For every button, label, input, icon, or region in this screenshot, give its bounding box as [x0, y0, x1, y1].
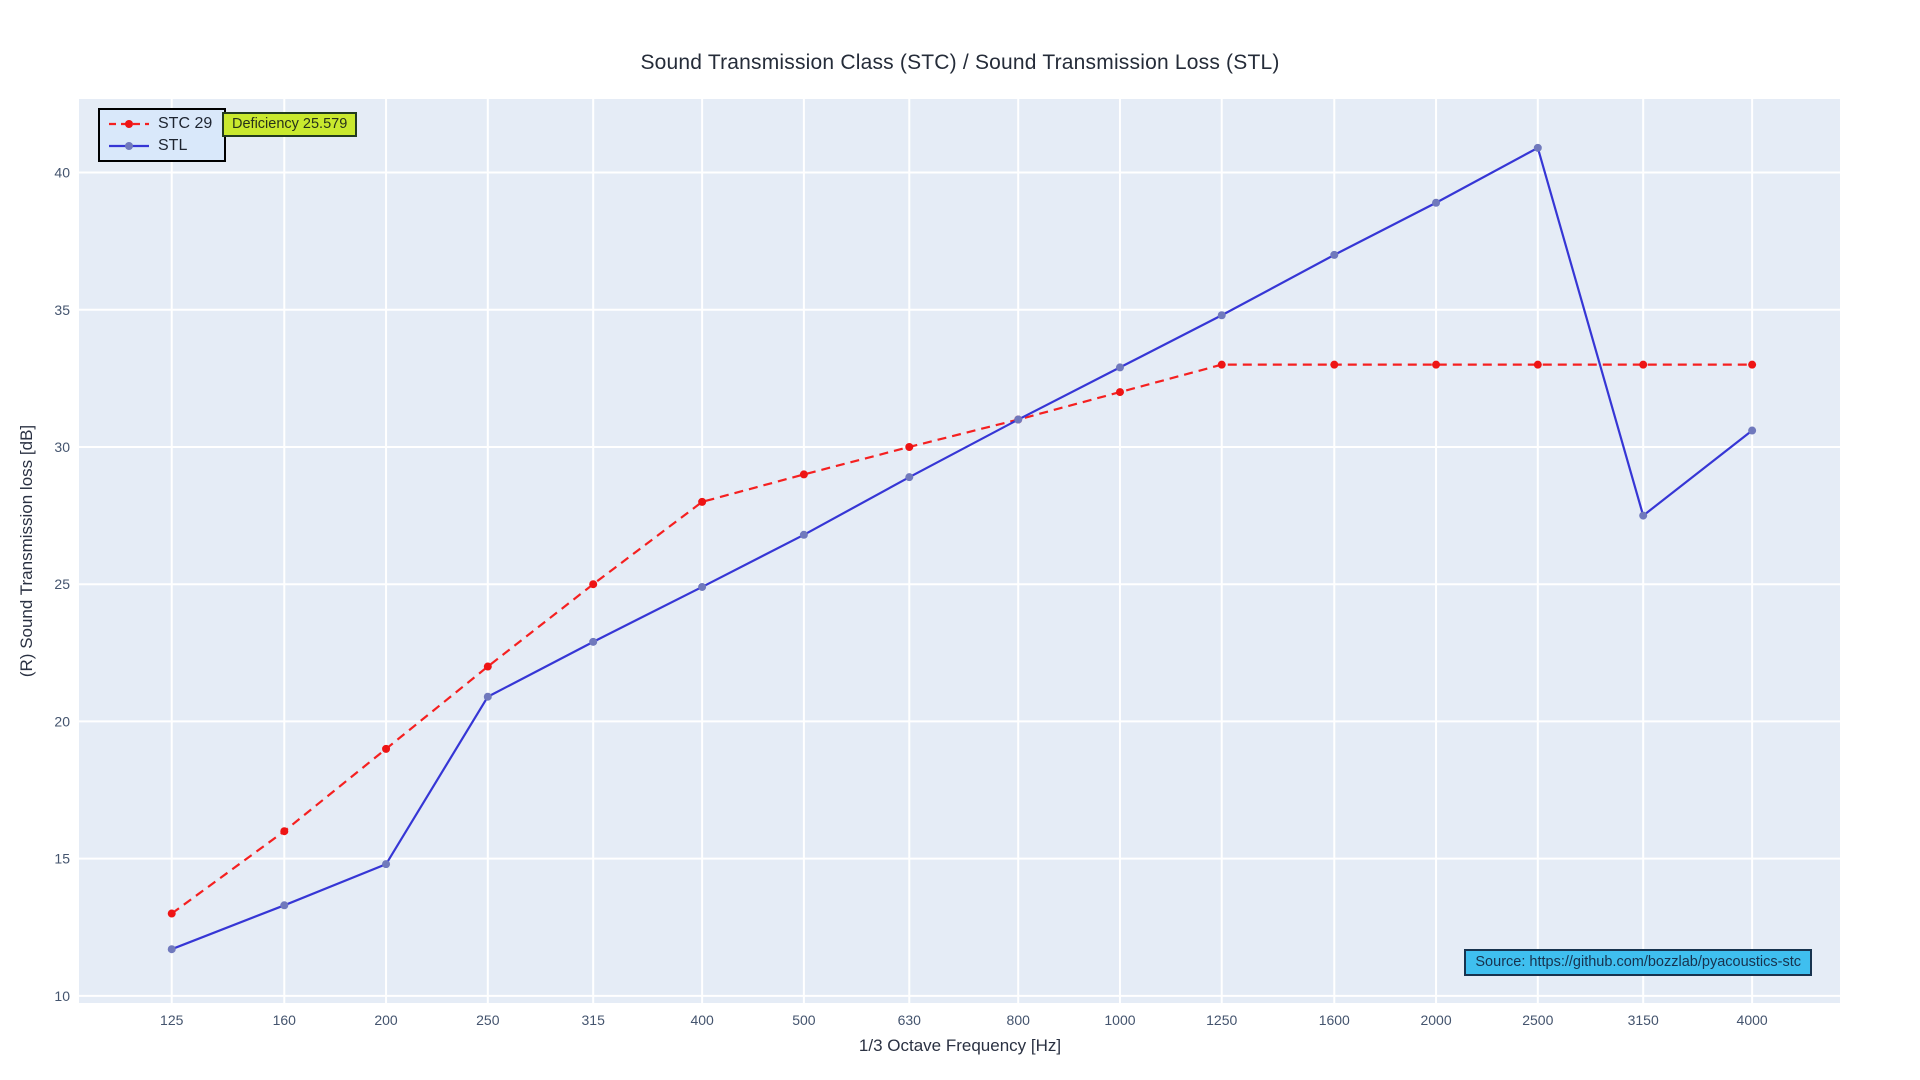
y-tick-label: 15	[54, 851, 70, 867]
chart-title: Sound Transmission Class (STC) / Sound T…	[640, 51, 1280, 74]
x-tick-label: 250	[476, 1012, 500, 1028]
x-tick-label: 125	[160, 1012, 184, 1028]
marker-stc-29	[280, 827, 289, 836]
marker-stl	[280, 901, 289, 910]
y-tick-label: 35	[54, 302, 70, 318]
source-annotation: Source: https://github.com/bozzlab/pyaco…	[1464, 949, 1812, 976]
y-tick-label: 25	[54, 576, 70, 592]
marker-stl	[1217, 311, 1226, 320]
marker-stl	[698, 582, 707, 591]
deficiency-annotation: Deficiency 25.579	[222, 112, 358, 137]
y-tick-label: 20	[54, 713, 70, 729]
marker-stl	[1014, 415, 1023, 424]
marker-stl	[1432, 198, 1441, 207]
x-tick-label: 400	[690, 1012, 714, 1028]
y-tick-label: 30	[54, 439, 70, 455]
plot-background	[79, 99, 1840, 1003]
x-tick-label: 630	[898, 1012, 922, 1028]
marker-stl	[1748, 426, 1757, 435]
marker-stc-29	[589, 580, 598, 589]
x-tick-label: 500	[792, 1012, 816, 1028]
marker-stl	[1639, 511, 1648, 520]
x-axis-title: 1/3 Octave Frequency [Hz]	[858, 1036, 1062, 1055]
series-line-stc-29	[171, 363, 1753, 915]
y-axis-title: (R) Sound Transmission loss [dB]	[17, 424, 36, 678]
x-tick-label: 800	[1007, 1012, 1031, 1028]
marker-stc-29	[1639, 360, 1648, 369]
marker-stc-29	[382, 744, 391, 753]
x-tick-label: 3150	[1628, 1012, 1659, 1028]
marker-stc-29	[483, 662, 492, 671]
marker-stc-29	[1115, 388, 1124, 397]
marker-stl	[382, 860, 391, 869]
marker-stc-29	[1217, 360, 1226, 369]
legend: STC 29 STL	[98, 108, 227, 162]
x-tick-label: 2000	[1420, 1012, 1451, 1028]
x-tick-label: 1000	[1104, 1012, 1135, 1028]
marker-stc-29	[1432, 360, 1441, 369]
series-line-stl	[171, 146, 1753, 951]
y-tick-label: 10	[54, 988, 70, 1004]
marker-stl	[1330, 250, 1339, 259]
marker-stl	[483, 692, 492, 701]
marker-stl	[1533, 143, 1542, 152]
x-tick-label: 315	[582, 1012, 606, 1028]
legend-item-stl[interactable]: STL	[108, 137, 212, 155]
marker-stc-29	[1330, 360, 1339, 369]
marker-stc-29	[1533, 360, 1542, 369]
legend-item-stc29[interactable]: STC 29	[108, 115, 212, 133]
legend-label-stl: STL	[158, 137, 188, 154]
marker-stc-29	[698, 497, 707, 506]
x-tick-label: 1250	[1206, 1012, 1237, 1028]
x-tick-label: 160	[273, 1012, 297, 1028]
marker-stl	[167, 945, 176, 954]
stl-line-swatch-icon	[109, 142, 149, 150]
legend-label-stc29: STC 29	[158, 115, 213, 132]
marker-stl	[799, 530, 808, 539]
marker-stc-29	[167, 909, 176, 918]
marker-stl	[905, 473, 914, 482]
marker-stc-29	[799, 470, 808, 479]
y-tick-label: 40	[54, 165, 70, 181]
x-tick-label: 4000	[1737, 1012, 1768, 1028]
stc29-line-swatch-icon	[109, 120, 149, 128]
marker-stc-29	[905, 442, 914, 451]
x-tick-label: 1600	[1319, 1012, 1350, 1028]
marker-stl	[1115, 363, 1124, 372]
marker-stl	[589, 637, 598, 646]
marker-stc-29	[1748, 360, 1757, 369]
x-tick-label: 2500	[1522, 1012, 1553, 1028]
x-tick-label: 200	[374, 1012, 398, 1028]
